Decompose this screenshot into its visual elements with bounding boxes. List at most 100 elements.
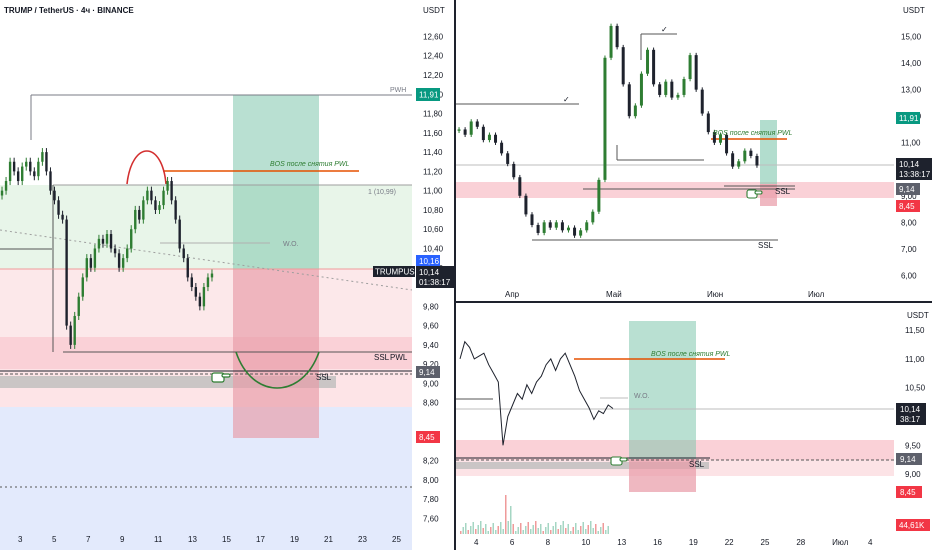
target-zone-green bbox=[629, 321, 696, 459]
target-zone-green bbox=[760, 120, 777, 184]
candle-body bbox=[688, 55, 692, 80]
candle-body bbox=[130, 229, 133, 249]
candle-body bbox=[105, 234, 109, 244]
volume-bar bbox=[460, 531, 462, 534]
candle-body bbox=[101, 238, 105, 244]
left-time-axis[interactable]: 3 5 7 9 11 13 15 17 19 21 23 25 bbox=[18, 535, 401, 544]
tag-target: 8,45 bbox=[896, 486, 922, 498]
y-tick-label: 12,20 bbox=[423, 71, 444, 80]
y-tick-label: 8,00 bbox=[423, 476, 439, 485]
candle-body bbox=[125, 248, 129, 259]
volume-bar bbox=[595, 524, 597, 534]
volume-bar bbox=[567, 524, 569, 534]
tag-ssl: 9,14 bbox=[896, 183, 920, 195]
candle-body bbox=[194, 287, 198, 297]
volume-bar bbox=[482, 528, 484, 534]
tag-last: 10,14 38:17 bbox=[896, 403, 926, 425]
volume-bar bbox=[592, 528, 594, 534]
candle-body bbox=[597, 179, 601, 212]
stop-zone-red bbox=[629, 459, 696, 492]
candle-body bbox=[25, 161, 28, 167]
volume-bar bbox=[475, 529, 477, 534]
ssl-zone bbox=[456, 182, 894, 198]
tag-target: 8,45 bbox=[416, 431, 440, 443]
currency-label: USDT bbox=[903, 6, 925, 15]
svg-text:10,14: 10,14 bbox=[899, 160, 920, 169]
x-tick-label: 25 bbox=[392, 535, 401, 544]
y-tick-label: 9,20 bbox=[423, 360, 439, 369]
candle-body bbox=[178, 219, 181, 249]
candle-body bbox=[658, 84, 662, 95]
x-tick-label: 10 bbox=[581, 538, 590, 547]
tag-ssl: 9,14 bbox=[416, 366, 440, 378]
candle-body bbox=[186, 258, 189, 278]
candle-body bbox=[755, 155, 759, 166]
candle-body bbox=[45, 152, 48, 172]
svg-text:8,45: 8,45 bbox=[419, 433, 435, 442]
tag-ssl: 9,14 bbox=[896, 453, 922, 465]
volume-bar bbox=[537, 528, 539, 534]
pointing-hand-icon bbox=[746, 189, 763, 199]
volume-bar bbox=[552, 526, 554, 534]
candle-body bbox=[573, 227, 577, 236]
volume-bar bbox=[522, 530, 524, 534]
ssl-label: SSL bbox=[374, 353, 390, 362]
candle-body bbox=[134, 209, 137, 230]
horizontal-divider bbox=[456, 301, 932, 303]
x-tick-label: 15 bbox=[222, 535, 231, 544]
liquidity-sweep-arc bbox=[126, 150, 167, 185]
x-tick-label: Июн bbox=[707, 290, 723, 299]
candle-body bbox=[603, 57, 607, 180]
candle-body bbox=[731, 153, 735, 167]
volume-bar bbox=[587, 525, 589, 534]
br-volume-bars bbox=[460, 495, 609, 534]
pwh-label: PWH bbox=[390, 87, 406, 94]
candle-body bbox=[506, 153, 510, 164]
volume-bar bbox=[472, 522, 474, 534]
candle-body bbox=[37, 161, 40, 177]
volume-bar bbox=[582, 522, 584, 534]
panel-bottom-right[interactable]: BOS после снятия PWL W.O. SSL USDT 11,50… bbox=[456, 311, 930, 547]
stop-zone-red bbox=[233, 269, 319, 438]
y-tick-label: 9,40 bbox=[423, 341, 439, 350]
panel-left[interactable]: TRUMP / TetherUS · 4ч · BINANCE PWH BOS … bbox=[0, 6, 454, 550]
candle-body bbox=[206, 277, 210, 288]
volume-bar bbox=[467, 530, 469, 534]
checkmark-1: ✓ bbox=[563, 95, 570, 104]
candle-body bbox=[77, 296, 80, 316]
svg-text:9,14: 9,14 bbox=[899, 185, 915, 194]
candle-body bbox=[500, 142, 504, 154]
volume-bar bbox=[545, 527, 547, 534]
candle-body bbox=[12, 161, 16, 172]
y-tick-label: 11,40 bbox=[423, 148, 443, 157]
volume-bar bbox=[517, 527, 519, 534]
svg-text:10,14: 10,14 bbox=[419, 268, 440, 277]
panel-top-right[interactable]: ✓ ✓ BOS после снятия PWL SSL SSL USDT 15… bbox=[456, 6, 932, 299]
x-tick-label: Апр bbox=[505, 290, 520, 299]
y-tick-label: 11,80 bbox=[423, 110, 443, 119]
candle-body bbox=[627, 84, 631, 117]
candle-body bbox=[524, 195, 528, 215]
x-tick-label: 13 bbox=[188, 535, 197, 544]
candle-body bbox=[170, 181, 173, 201]
svg-text:11,91: 11,91 bbox=[419, 91, 439, 100]
candle-body bbox=[706, 113, 710, 133]
volume-bar bbox=[495, 530, 497, 534]
volume-bar bbox=[565, 528, 567, 534]
y-tick-label: 11,50 bbox=[905, 326, 925, 335]
candle-body bbox=[518, 177, 522, 196]
ssl-label-2: SSL bbox=[758, 241, 774, 250]
volume-bar bbox=[487, 531, 489, 534]
candle-body bbox=[457, 129, 461, 131]
x-tick-label: 16 bbox=[653, 538, 662, 547]
candle-body bbox=[158, 205, 161, 210]
br-time-axis[interactable]: 4 6 8 10 13 16 19 22 25 28 Июл 4 bbox=[474, 538, 873, 547]
tr-time-axis[interactable]: Апр Май Июн Июл bbox=[505, 290, 825, 299]
pointing-hand-icon bbox=[610, 456, 628, 466]
x-tick-label: 23 bbox=[358, 535, 367, 544]
svg-text:8,45: 8,45 bbox=[899, 202, 915, 211]
y-tick-label: 11,20 bbox=[423, 167, 443, 176]
y-tick-label: 8,00 bbox=[901, 218, 917, 227]
candle-body bbox=[190, 277, 193, 288]
